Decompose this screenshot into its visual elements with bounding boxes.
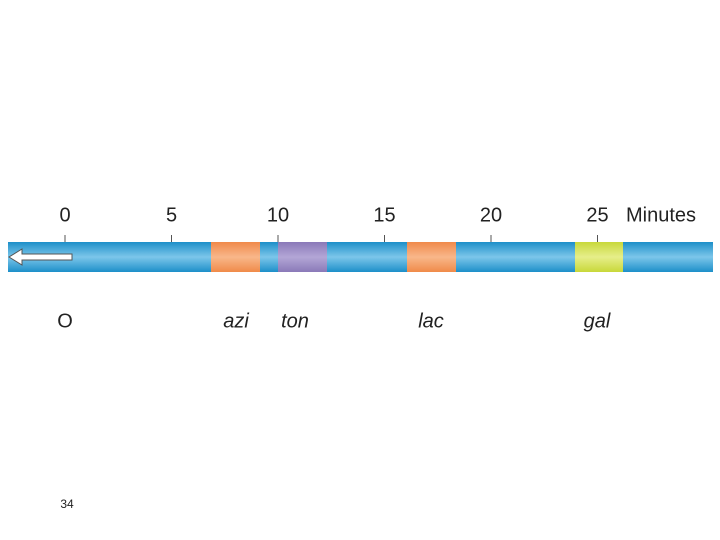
page-number: 34 [60, 497, 74, 511]
gene-label: lac [418, 310, 444, 332]
gene-segment [407, 242, 456, 272]
axis-unit: Minutes [626, 204, 696, 226]
tick-label: 15 [373, 204, 395, 226]
tick-label: 25 [586, 204, 608, 226]
gene-label: gal [584, 310, 611, 332]
gene-segment [575, 242, 623, 272]
tick-label: 0 [59, 204, 70, 226]
tick-label: 10 [267, 204, 289, 226]
gene-label: ton [281, 310, 309, 332]
origin-arrow [8, 248, 73, 266]
gene-segment [278, 242, 327, 272]
tick-label: 20 [480, 204, 502, 226]
origin-label: O [57, 310, 73, 332]
gene-segment [211, 242, 260, 272]
tick-label: 5 [166, 204, 177, 226]
gene-label: azi [223, 310, 249, 332]
